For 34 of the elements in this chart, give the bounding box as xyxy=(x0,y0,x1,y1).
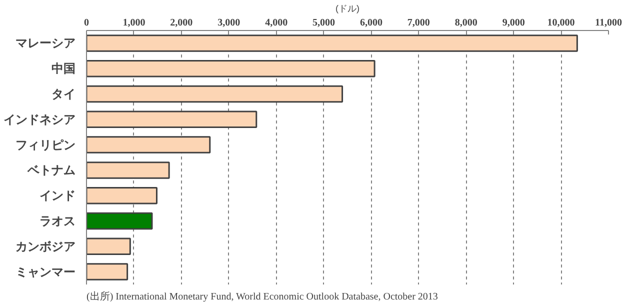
bar xyxy=(86,263,128,280)
x-tick-label: 3,000 xyxy=(218,18,240,28)
y-tick-label: タイ xyxy=(52,87,76,101)
bar xyxy=(86,212,153,230)
bar xyxy=(86,110,258,128)
y-tick-label: 中国 xyxy=(52,62,76,76)
bar xyxy=(86,162,170,179)
y-tick-label: フィリピン xyxy=(16,138,76,152)
x-tick-label: 9,000 xyxy=(502,18,525,28)
y-tick-label: ベトナム xyxy=(26,163,76,178)
x-tick-label: 0 xyxy=(84,18,89,28)
text: (出所) International Monetary Fund, World Economic Outlook Database, October 2013 xyxy=(86,290,438,302)
x-tick-label: 10,000 xyxy=(547,18,575,28)
y-tick-label: ミャンマー xyxy=(16,264,76,279)
y-tick-label: インド xyxy=(40,188,76,203)
x-tick-label: 7,000 xyxy=(407,18,430,28)
x-tick-label: 11,000 xyxy=(595,18,622,28)
x-tick-label: 1,000 xyxy=(122,18,146,28)
bar xyxy=(86,34,578,52)
x-tick-label: 8,000 xyxy=(454,18,478,28)
bar xyxy=(86,85,344,103)
x-tick-label: 2,000 xyxy=(170,18,193,28)
x-tick-label: 6,000 xyxy=(360,18,382,28)
bar xyxy=(86,60,376,78)
x-axis-title: (ドル) xyxy=(336,4,360,14)
y-tick-label: マレーシア xyxy=(16,36,76,50)
y-tick-label: カンボジア xyxy=(16,239,76,254)
bar xyxy=(86,238,131,256)
x-tick-label: 4,000 xyxy=(265,18,288,28)
bar xyxy=(86,186,158,204)
x-tick-label: 5,000 xyxy=(312,18,336,28)
y-tick-label: インドネシア xyxy=(4,112,76,126)
y-tick-label: ラオス xyxy=(40,214,76,228)
bar xyxy=(86,136,211,154)
